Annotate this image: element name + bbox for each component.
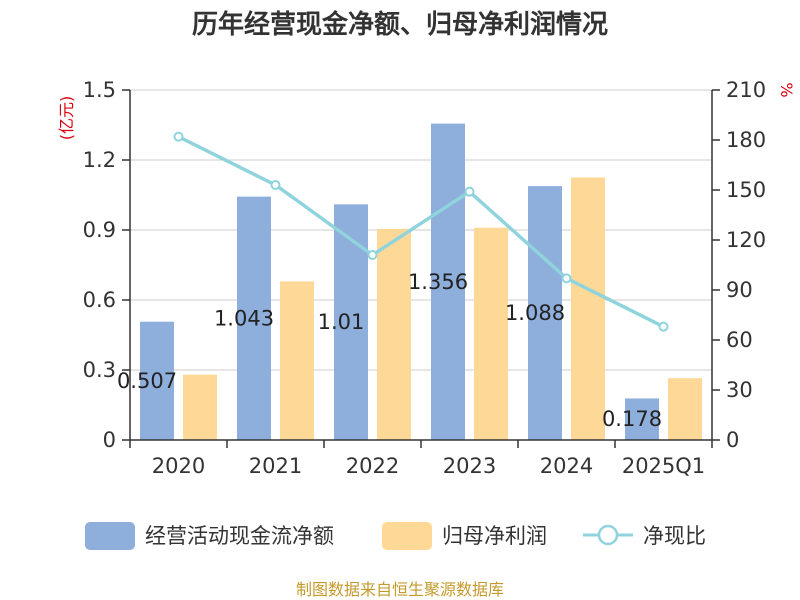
left-tick-label: 0.9 xyxy=(83,218,116,242)
legend-swatch xyxy=(382,522,432,550)
bar-net-profit xyxy=(571,177,605,440)
bar-net-profit xyxy=(668,378,702,440)
x-tick-label: 2022 xyxy=(346,454,399,478)
left-tick-label: 0 xyxy=(103,428,116,452)
right-tick-label: 60 xyxy=(726,328,753,352)
bar-data-label: 1.088 xyxy=(505,301,565,325)
right-tick-label: 210 xyxy=(726,78,766,102)
bar-data-label: 1.043 xyxy=(214,306,274,330)
bar-cashflow xyxy=(431,123,465,440)
legend-label: 净现比 xyxy=(643,524,706,548)
bar-net-profit xyxy=(183,374,217,440)
ratio-point xyxy=(173,131,184,142)
legend: 经营活动现金流净额 归母净利润 净现比 xyxy=(85,522,706,550)
legend-swatch-marker xyxy=(597,524,619,546)
right-tick-label: 30 xyxy=(726,378,753,402)
legend-label: 归母净利润 xyxy=(442,524,547,548)
bar-data-label: 0.507 xyxy=(117,369,177,393)
right-tick-label: 0 xyxy=(726,428,739,452)
bar-cashflow xyxy=(528,186,562,440)
right-tick-label: 90 xyxy=(726,278,753,302)
bar-data-label: 0.178 xyxy=(602,407,662,431)
right-tick-label: 120 xyxy=(726,228,766,252)
bar-cashflow xyxy=(625,398,659,440)
bar-net-profit xyxy=(280,281,314,440)
x-tick-label: 2023 xyxy=(443,454,496,478)
bar-cashflow xyxy=(140,321,174,440)
data-labels: 0.507 1.043 1.01 1.356 1.088 0.178 xyxy=(117,270,662,431)
bar-cashflow xyxy=(334,204,368,440)
bar-data-label: 1.01 xyxy=(318,310,365,334)
x-tick-label: 2024 xyxy=(540,454,593,478)
right-tick-label: 150 xyxy=(726,178,766,202)
source-note: 制图数据来自恒生聚源数据库 xyxy=(296,580,504,599)
ratio-point xyxy=(658,321,669,332)
legend-label: 经营活动现金流净额 xyxy=(145,524,334,548)
bar-cashflow xyxy=(237,196,271,440)
ratio-point xyxy=(367,250,378,260)
bar-net-profit xyxy=(474,227,508,440)
left-axis-unit: (亿元) xyxy=(57,96,76,141)
legend-item-net-profit[interactable]: 归母净利润 xyxy=(382,522,547,550)
legend-swatch xyxy=(85,522,135,550)
left-tick-label: 1.5 xyxy=(83,78,116,102)
right-tick-label: 180 xyxy=(726,128,766,152)
left-tick-label: 1.2 xyxy=(83,148,116,172)
ratio-line-layer xyxy=(173,131,669,332)
x-tick-label: 2020 xyxy=(152,454,205,478)
left-tick-label: 0.6 xyxy=(83,288,116,312)
legend-item-cashflow[interactable]: 经营活动现金流净额 xyxy=(85,522,334,550)
x-tick-label: 2021 xyxy=(249,454,302,478)
bars xyxy=(140,123,702,440)
axes: 0 0.3 0.6 0.9 1.2 1.5 0 30 60 90 120 150 180 210 2020 2… xyxy=(83,78,767,478)
ratio-line xyxy=(177,135,665,329)
left-tick-label: 0.3 xyxy=(83,358,116,382)
bar-data-label: 1.356 xyxy=(408,270,468,294)
legend-item-ratio[interactable]: 净现比 xyxy=(583,524,706,548)
ratio-point xyxy=(270,180,281,190)
bar-net-profit xyxy=(377,228,411,440)
ratio-point xyxy=(464,186,475,197)
x-tick-label: 2025Q1 xyxy=(622,454,705,478)
ratio-point xyxy=(561,273,572,284)
right-axis-unit: % xyxy=(777,82,796,97)
chart-title: 历年经营现金净额、归母净利润情况 xyxy=(192,9,608,40)
